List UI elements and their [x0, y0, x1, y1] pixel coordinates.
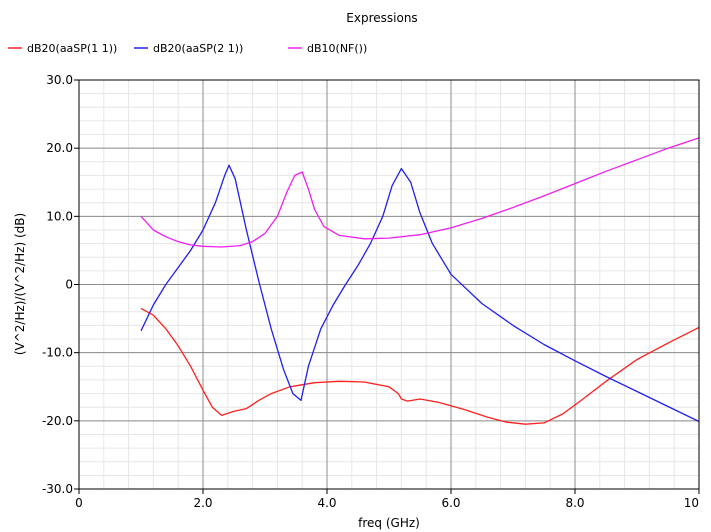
- series-layer: [140, 137, 700, 425]
- y-tick-label: 10.0: [46, 209, 73, 223]
- series-line-2: [140, 164, 700, 423]
- y-tick-label: 20.0: [46, 141, 73, 155]
- y-axis-label: (V^2/Hz)/(V^2/Hz) (dB): [13, 213, 27, 355]
- y-tick-label: -20.0: [42, 414, 73, 428]
- x-axis-ticks: 0 2.0 4.0 6.0 8.0 10: [75, 489, 700, 510]
- y-axis-ticks: 30.0 20.0 10.0 0 -10.0 -20.0 -30.0: [42, 73, 79, 496]
- x-tick-label: 6.0: [441, 496, 460, 510]
- x-tick-label: 4.0: [317, 496, 336, 510]
- x-tick-label: 8.0: [565, 496, 584, 510]
- legend-label-1: dB20(aaSP(1 1)): [27, 42, 117, 55]
- legend-label-2: dB20(aaSP(2 1)): [153, 42, 243, 55]
- y-tick-label: 0: [65, 278, 73, 292]
- y-tick-label: 30.0: [46, 73, 73, 87]
- y-tick-label: -10.0: [42, 346, 73, 360]
- legend-label-3: dB10(NF()): [307, 42, 367, 55]
- x-tick-label: 10: [684, 496, 699, 510]
- series-line-3: [140, 137, 700, 248]
- x-tick-label: 0: [75, 496, 83, 510]
- x-axis-label: freq (GHz): [358, 516, 420, 530]
- chart-title: Expressions: [346, 11, 417, 25]
- series-line-1: [140, 307, 700, 425]
- x-tick-label: 2.0: [193, 496, 212, 510]
- y-tick-label: -30.0: [42, 482, 73, 496]
- legend: dB20(aaSP(1 1)) dB20(aaSP(2 1)) dB10(NF()): [8, 42, 367, 55]
